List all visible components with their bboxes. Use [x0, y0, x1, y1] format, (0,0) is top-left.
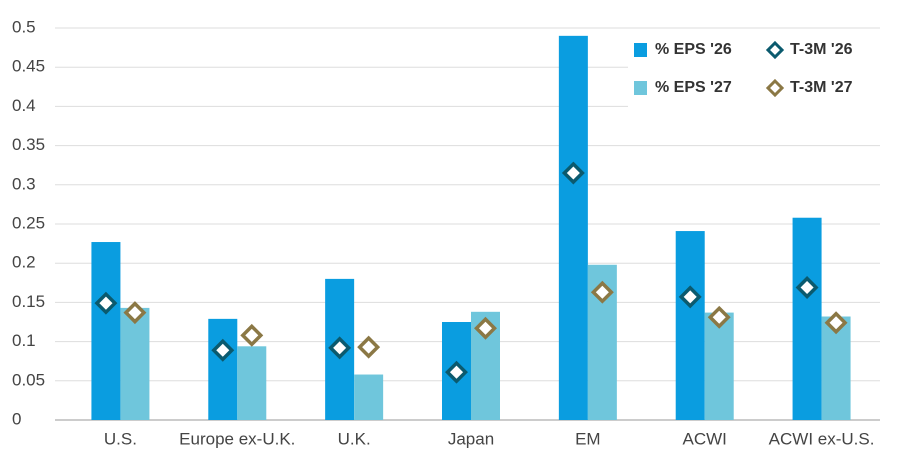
diamond-marker [824, 311, 848, 335]
diamond-marker [707, 305, 731, 329]
y-tick-label: 0.4 [12, 96, 36, 115]
bar [91, 242, 121, 420]
y-tick-label: 0.15 [12, 292, 45, 311]
diamond-marker [357, 335, 381, 359]
x-tick-label: U.K. [338, 429, 371, 448]
x-tick-label: ACWI ex-U.S. [769, 429, 875, 448]
bar [354, 374, 384, 420]
diamond-marker [94, 291, 118, 315]
y-tick-label: 0.05 [12, 370, 45, 389]
y-tick-label: 0.25 [12, 213, 45, 232]
legend-label: % EPS '27 [655, 79, 732, 96]
x-tick-label: Europe ex-U.K. [179, 429, 295, 448]
diamond-marker [211, 338, 235, 362]
y-tick-label: 0.1 [12, 331, 36, 350]
bar [792, 217, 822, 420]
legend-swatch [634, 81, 647, 95]
diamond-marker [795, 276, 819, 299]
legend-label: T-3M '26 [790, 41, 853, 58]
y-tick-label: 0.3 [12, 174, 36, 193]
diamond-marker [561, 161, 585, 185]
y-tick-label: 0 [12, 409, 21, 428]
legend-swatch [765, 78, 785, 98]
diamond-marker [678, 285, 702, 309]
diamond-marker [240, 323, 264, 347]
x-tick-label: Japan [448, 429, 494, 448]
bar [208, 318, 238, 420]
diamond-marker [445, 360, 468, 384]
diamond-marker [590, 280, 614, 304]
x-tick-label: U.S. [104, 429, 137, 448]
y-tick-label: 0.45 [12, 57, 45, 76]
y-tick-label: 0.35 [12, 135, 45, 154]
diamond-marker [328, 336, 352, 360]
diamond-marker [123, 301, 147, 325]
y-tick-label: 0.2 [12, 253, 36, 272]
diamond-marker [474, 316, 497, 340]
bar [558, 35, 588, 421]
y-tick-label: 0.5 [12, 17, 36, 36]
legend-swatch [765, 40, 785, 60]
bar [704, 312, 734, 420]
bar [237, 346, 267, 420]
x-tick-label: EM [575, 429, 601, 448]
legend-label: % EPS '26 [655, 41, 732, 58]
bar [675, 231, 705, 420]
x-tick-label: ACWI [683, 429, 727, 448]
legend-box [628, 30, 880, 110]
legend-label: T-3M '27 [790, 79, 853, 96]
bar [120, 307, 150, 420]
legend-swatch [634, 43, 647, 57]
